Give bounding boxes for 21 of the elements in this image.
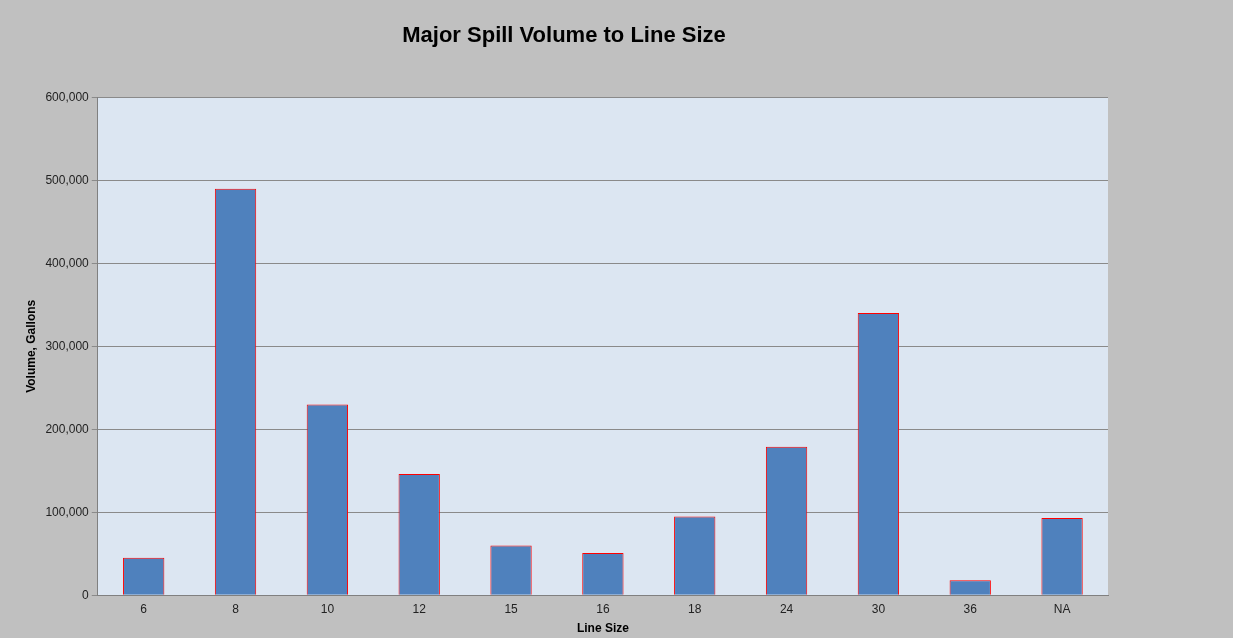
y-tick-label: 300,000 (45, 338, 90, 353)
x-tick-label: 10 (320, 601, 335, 616)
x-tick-label: NA (1053, 601, 1071, 616)
y-tick-label: 200,000 (45, 421, 90, 436)
x-tick-label: 16 (596, 601, 610, 616)
y-tick-label: 600,000 (45, 89, 90, 104)
y-tick-label: 500,000 (45, 172, 90, 187)
x-tick-label: 15 (504, 601, 519, 616)
chart-title: Major Spill Volume to Line Size (402, 22, 726, 48)
x-tick-label: 12 (412, 601, 427, 616)
x-tick-label: 8 (232, 601, 240, 616)
x-tick-label: 36 (963, 601, 978, 616)
x-tick-label: 30 (871, 601, 886, 616)
y-tick-label: 100,000 (45, 504, 90, 519)
x-tick-label: 18 (688, 601, 702, 616)
x-axis-title: Line Size (576, 621, 630, 636)
y-tick-label: 0 (82, 587, 90, 602)
x-tick-label: 24 (779, 601, 794, 616)
y-tick-label: 400,000 (45, 255, 90, 270)
y-axis-title: Volume, Gallons (23, 299, 38, 393)
x-tick-label: 6 (140, 601, 148, 616)
